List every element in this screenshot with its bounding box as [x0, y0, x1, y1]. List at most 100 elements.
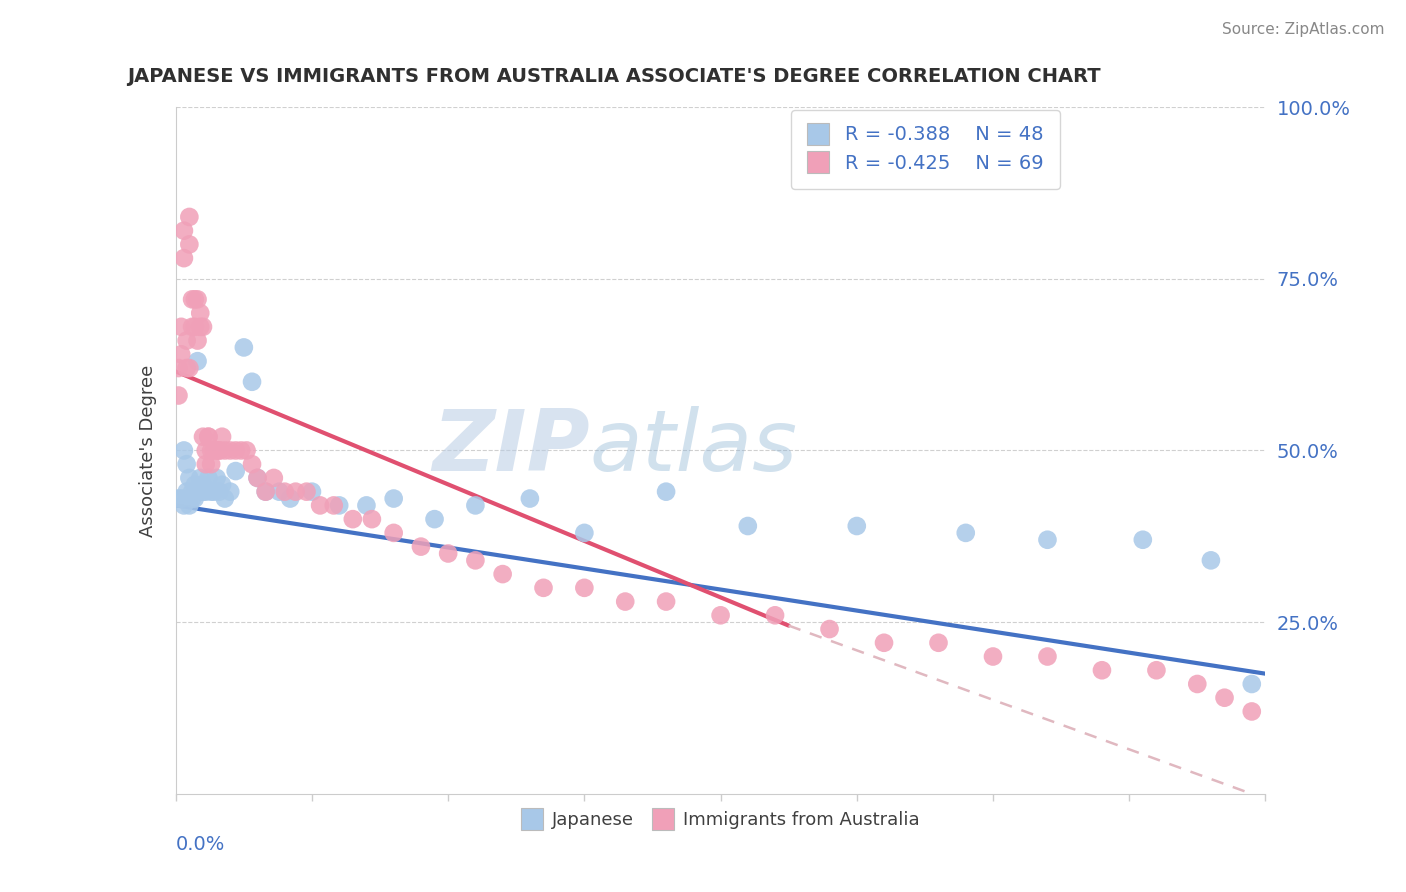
Point	[382, 525, 405, 540]
Point	[342, 512, 364, 526]
Point	[214, 443, 236, 458]
Point	[186, 334, 209, 348]
Point	[322, 499, 344, 513]
Point	[464, 553, 486, 567]
Point	[301, 484, 323, 499]
Point	[356, 499, 378, 513]
Point	[1213, 690, 1236, 705]
Point	[194, 457, 217, 471]
Legend: Japanese, Immigrants from Australia: Japanese, Immigrants from Australia	[515, 804, 927, 837]
Point	[202, 484, 225, 499]
Point	[763, 608, 786, 623]
Point	[205, 443, 228, 458]
Point	[225, 443, 247, 458]
Point	[173, 224, 195, 238]
Point	[231, 443, 253, 458]
Point	[176, 334, 198, 348]
Point	[574, 581, 596, 595]
Point	[167, 491, 190, 506]
Point	[173, 443, 195, 458]
Point	[188, 319, 211, 334]
Point	[269, 484, 291, 499]
Point	[655, 594, 678, 608]
Point	[191, 478, 214, 492]
Text: Source: ZipAtlas.com: Source: ZipAtlas.com	[1222, 22, 1385, 37]
Point	[179, 237, 201, 252]
Text: atlas: atlas	[591, 406, 797, 489]
Point	[614, 594, 637, 608]
Point	[181, 491, 204, 506]
Point	[179, 471, 201, 485]
Point	[382, 491, 405, 506]
Point	[818, 622, 841, 636]
Point	[208, 484, 231, 499]
Point	[360, 512, 382, 526]
Point	[533, 581, 555, 595]
Point	[284, 484, 307, 499]
Point	[309, 499, 332, 513]
Point	[191, 319, 214, 334]
Point	[200, 443, 222, 458]
Point	[167, 388, 190, 402]
Point	[1144, 663, 1167, 677]
Point	[1036, 533, 1059, 547]
Point	[246, 471, 269, 485]
Point	[184, 293, 207, 307]
Point	[188, 306, 211, 320]
Point	[184, 491, 207, 506]
Point	[240, 375, 263, 389]
Point	[464, 499, 486, 513]
Point	[188, 471, 211, 485]
Point	[240, 457, 263, 471]
Point	[263, 471, 285, 485]
Point	[176, 457, 198, 471]
Point	[191, 484, 214, 499]
Point	[176, 484, 198, 499]
Point	[179, 499, 201, 513]
Point	[519, 491, 541, 506]
Text: JAPANESE VS IMMIGRANTS FROM AUSTRALIA ASSOCIATE'S DEGREE CORRELATION CHART: JAPANESE VS IMMIGRANTS FROM AUSTRALIA AS…	[127, 67, 1101, 86]
Point	[200, 484, 222, 499]
Point	[409, 540, 432, 554]
Point	[254, 484, 277, 499]
Point	[179, 210, 201, 224]
Point	[492, 567, 515, 582]
Point	[170, 491, 193, 506]
Point	[208, 443, 231, 458]
Point	[211, 430, 233, 444]
Point	[845, 519, 868, 533]
Point	[1187, 677, 1209, 691]
Point	[176, 361, 198, 376]
Text: 0.0%: 0.0%	[176, 835, 225, 855]
Point	[1132, 533, 1154, 547]
Point	[211, 478, 233, 492]
Point	[1036, 649, 1059, 664]
Point	[928, 636, 950, 650]
Point	[208, 443, 231, 458]
Point	[225, 464, 247, 478]
Point	[437, 546, 460, 561]
Point	[423, 512, 446, 526]
Point	[167, 361, 190, 376]
Point	[235, 443, 257, 458]
Point	[173, 251, 195, 265]
Point	[194, 484, 217, 499]
Point	[197, 430, 219, 444]
Point	[186, 293, 209, 307]
Point	[981, 649, 1004, 664]
Point	[873, 636, 896, 650]
Point	[219, 443, 242, 458]
Point	[574, 525, 596, 540]
Point	[214, 491, 236, 506]
Point	[274, 484, 297, 499]
Point	[197, 430, 219, 444]
Point	[181, 319, 204, 334]
Text: ZIP: ZIP	[432, 406, 591, 489]
Point	[1240, 705, 1263, 719]
Point	[181, 484, 204, 499]
Point	[173, 499, 195, 513]
Point	[955, 525, 977, 540]
Point	[202, 443, 225, 458]
Point	[186, 354, 209, 368]
Point	[191, 430, 214, 444]
